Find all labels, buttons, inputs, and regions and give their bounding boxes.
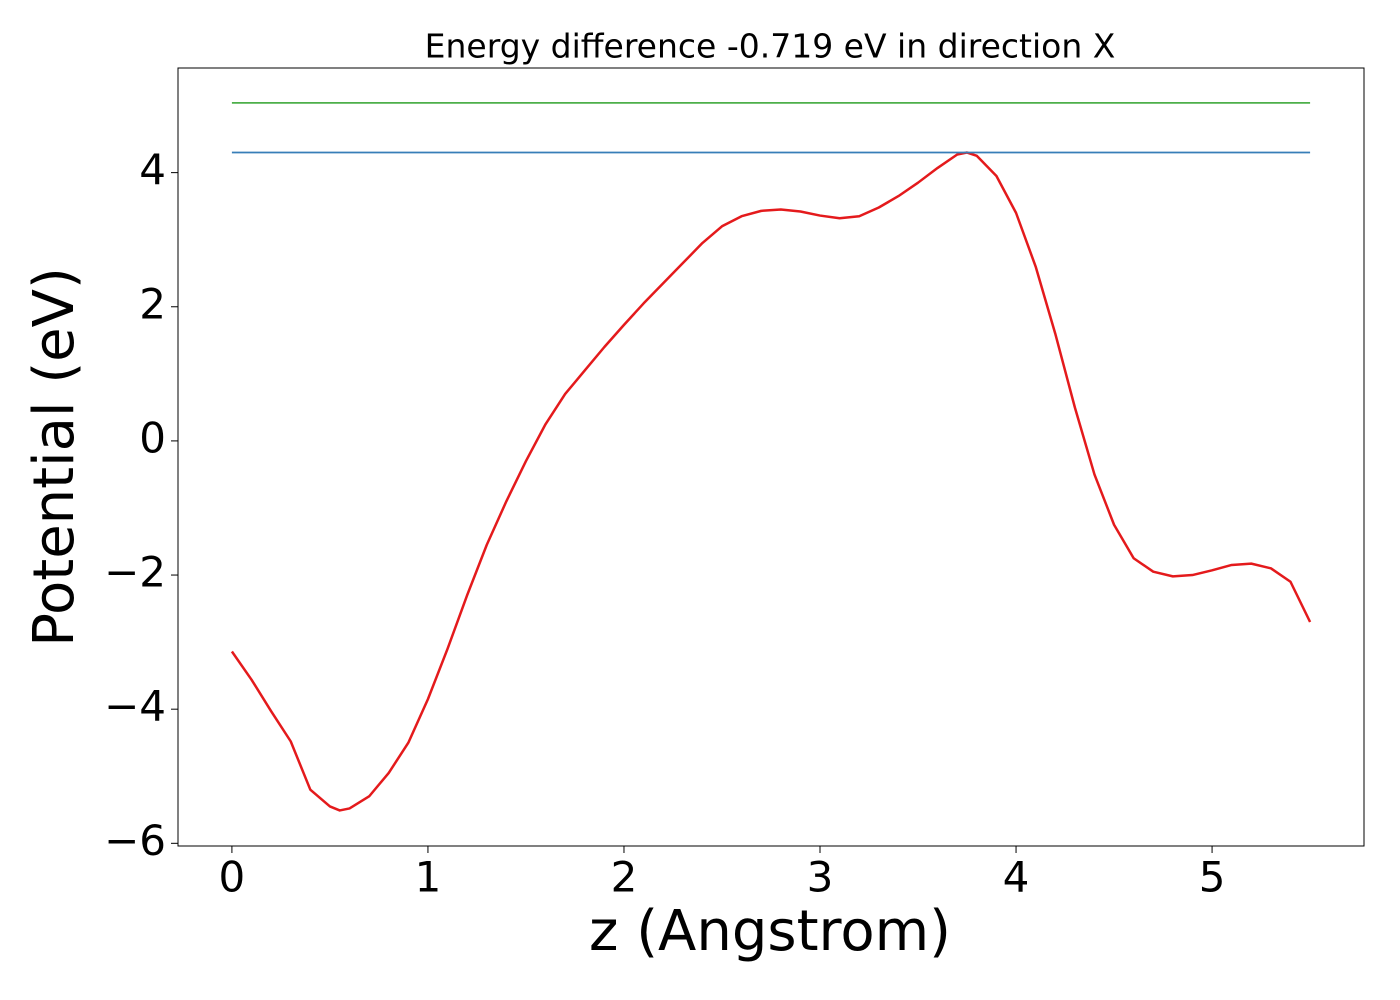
x-tick-label: 4	[1003, 853, 1030, 902]
data-line	[230, 151, 1312, 812]
x-tick-label: 5	[1199, 853, 1226, 902]
y-tick-label: 0	[139, 413, 166, 462]
chart-title: Energy difference -0.719 eV in direction…	[425, 27, 1116, 66]
y-tick-label: −2	[104, 548, 166, 597]
y-tick-label: 2	[139, 279, 166, 328]
x-tick-label: 0	[219, 853, 246, 902]
x-tick-label: 1	[415, 853, 442, 902]
x-tick-label: 3	[807, 853, 834, 902]
y-tick-label: −6	[104, 816, 166, 865]
plot-frame	[177, 67, 1365, 847]
x-tick-label: 2	[611, 853, 638, 902]
y-tick-label: 4	[139, 145, 166, 194]
y-axis-label: Potential (eV)	[22, 267, 87, 647]
x-axis-label: z (Angstrom)	[589, 899, 951, 964]
y-tick-label: −4	[104, 682, 166, 731]
